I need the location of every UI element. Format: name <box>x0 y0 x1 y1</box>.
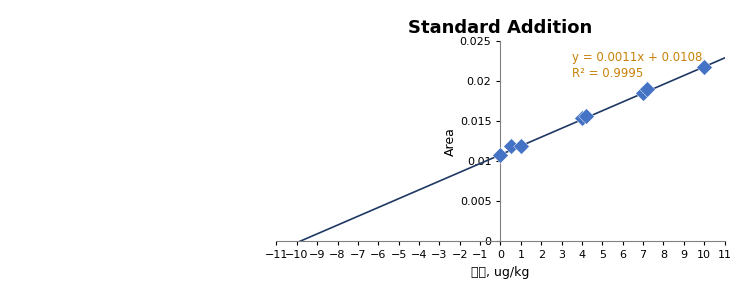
Point <box>637 90 649 95</box>
Point <box>698 64 710 69</box>
Point <box>505 143 517 148</box>
Y-axis label: Area: Area <box>444 127 457 156</box>
Point <box>576 115 588 120</box>
Point <box>515 143 527 148</box>
Point <box>495 152 506 157</box>
Point <box>641 87 653 91</box>
Text: R² = 0.9995: R² = 0.9995 <box>571 67 643 80</box>
Text: y = 0.0011x + 0.0108: y = 0.0011x + 0.0108 <box>571 51 702 64</box>
X-axis label: 농도, ug/kg: 농도, ug/kg <box>471 266 530 279</box>
Point <box>580 114 592 118</box>
Title: Standard Addition: Standard Addition <box>409 19 592 37</box>
